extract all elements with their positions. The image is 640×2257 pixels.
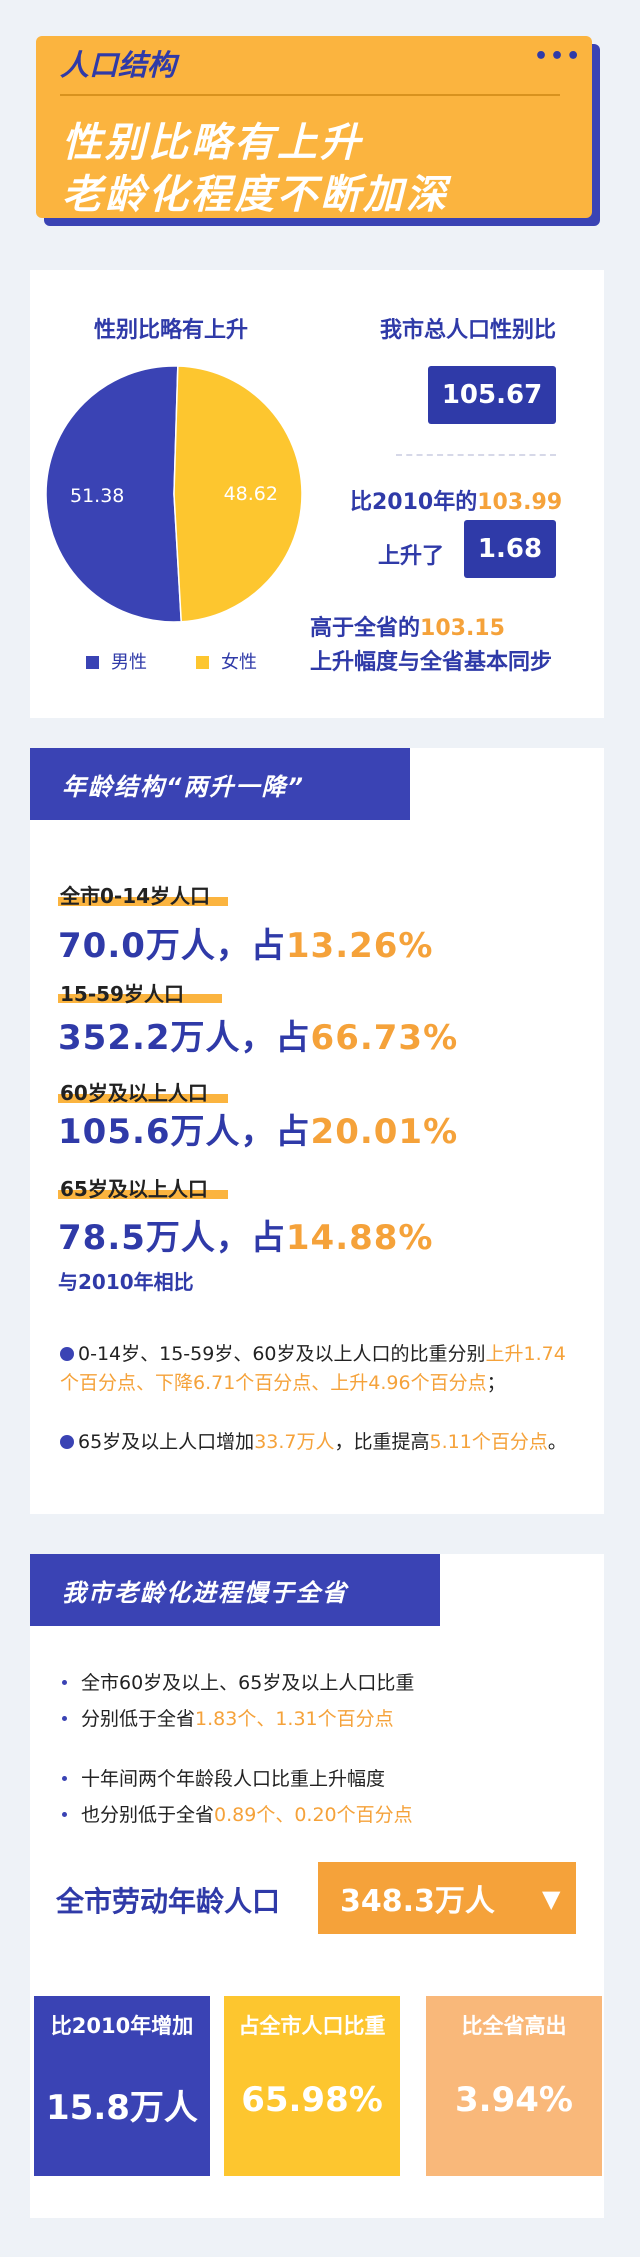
age-group-1-amount: 352.2万人，占 [58,1018,311,1058]
total-ratio-title: 我市总人口性别比 [380,318,557,343]
age-group-1-highlight [58,994,222,1003]
stat-card-higher: 比全省高出 3.94% [426,1996,602,2176]
aging-bullet-1-text: 全市60岁及以上、65岁及以上人口比重 [81,1672,415,1694]
age-group-2-highlight [58,1094,228,1103]
province-note: 上升幅度与全省基本同步 [310,650,553,675]
header-banner [36,36,592,218]
p2-part5: 。 [547,1431,567,1453]
province-prefix: 高于全省的 [310,616,421,641]
pie-label-male: 51.38 [70,485,124,507]
age-group-0-pct: 13.26% [285,926,434,966]
stat-title-increase: 比2010年增加 [50,2014,194,2038]
legend-label-female: 女性 [221,652,257,673]
bullet-dot-icon [62,1776,67,1781]
age-group-1-value: 352.2万人，占66.73% [58,1010,458,1059]
age-group-2-amount: 105.6万人，占 [58,1112,311,1152]
bullet-dot-icon [60,1347,74,1361]
age-group-3-amount: 78.5万人，占 [58,1218,286,1258]
header-title-line1: 性别比略有上升 [62,120,363,166]
stat-card-share: 占全市人口比重 65.98% [224,1996,400,2176]
bullet-dot-icon [62,1680,67,1685]
age-group-3-label: 65岁及以上人口 [60,1177,208,1201]
p1-part3: ； [486,1372,506,1394]
aging-bullet-3-text: 十年间两个年龄段人口比重上升幅度 [81,1768,386,1790]
age-group-3-highlight [58,1190,228,1199]
triangle-down-icon: ▼ [542,1885,561,1913]
compare-paragraph-1: 0-14岁、15-59岁、60岁及以上人口的比重分别上升1.74个百分点、下降6… [60,1340,580,1398]
compare-paragraph-2: 65岁及以上人口增加33.7万人，比重提高5.11个百分点。 [60,1428,580,1457]
age-group-1-pct: 66.73% [310,1018,459,1058]
age-group-2-pct: 20.01% [310,1112,459,1152]
bullet-dot-icon [60,1435,74,1449]
bullet-dot-icon [62,1812,67,1817]
stat-title-higher: 比全省高出 [461,2014,567,2038]
dashed-divider [396,454,556,456]
stat-value-increase: 15.8万人 [46,2088,198,2128]
age-section-title: 年龄结构“两升一降” [30,748,410,820]
pie-slice-male [45,365,183,623]
header-divider [60,94,560,96]
aging-bullet-4-value: 0.89个、0.20个百分点 [214,1804,413,1826]
gender-pie-chart: 51.38 48.62 [45,365,303,623]
compare-2010-value: 103.99 [477,490,563,515]
compare-2010-line: 比2010年的103.99 [350,484,562,516]
header-title-line2: 老龄化程度不断加深 [62,172,449,218]
province-value: 103.15 [420,616,505,641]
p2-part3: ，比重提高 [334,1431,430,1453]
province-line: 高于全省的103.15 [310,610,505,642]
age-group-2-label: 60岁及以上人口 [60,1081,208,1105]
age-group-0-label: 全市0-14岁人口 [60,884,211,908]
pie-title: 性别比略有上升 [94,318,249,343]
rise-prefix: 上升了 [378,544,445,569]
aging-bullet-2-value: 1.83个、1.31个百分点 [195,1708,394,1730]
pie-slice-female [173,365,303,623]
stat-value-higher: 3.94% [455,2080,573,2120]
age-group-3-pct: 14.88% [285,1218,434,1258]
rise-value: 1.68 [464,520,556,578]
legend-female: 女性 [196,648,257,674]
aging-bullet-4-prefix: 也分别低于全省 [81,1804,215,1826]
p2-part4: 5.11个百分点 [429,1431,548,1453]
pie-label-female: 48.62 [224,483,278,505]
age-group-1-label: 15-59岁人口 [60,982,184,1006]
age-card [30,748,604,1514]
header-tag: 人口结构 [60,48,177,82]
p1-part2: 上升1.74个百分点、下降6.71个百分点、上升4.96个百分点 [60,1343,566,1394]
legend-male: 男性 [86,648,147,674]
stat-title-share: 占全市人口比重 [238,2014,386,2038]
aging-bullet-4: 也分别低于全省0.89个、0.20个百分点 [62,1800,413,1827]
stat-value-share: 65.98% [241,2080,383,2120]
aging-bullet-1: 全市60岁及以上、65岁及以上人口比重 [62,1668,414,1695]
age-group-0-highlight [58,897,228,906]
aging-section-title: 我市老龄化进程慢于全省 [30,1554,440,1626]
stat-card-increase: 比2010年增加 15.8万人 [34,1996,210,2176]
p2-part2: 33.7万人 [254,1431,335,1453]
legend-label-male: 男性 [111,652,147,673]
aging-bullet-2-prefix: 分别低于全省 [81,1708,196,1730]
legend-swatch-male [86,656,99,669]
aging-bullet-2: 分别低于全省1.83个、1.31个百分点 [62,1704,394,1731]
total-ratio-value: 105.67 [428,366,556,424]
bullet-dot-icon [62,1716,67,1721]
labor-value-box: 348.3万人 [318,1862,576,1934]
age-group-0-value: 70.0万人，占13.26% [58,918,434,967]
age-group-2-value: 105.6万人，占20.01% [58,1104,458,1153]
labor-value: 348.3万人 [340,1884,495,1919]
labor-label: 全市劳动年龄人口 [56,1885,281,1918]
compare-title: 与2010年相比 [58,1270,194,1294]
compare-2010-prefix: 比2010年的 [350,490,478,515]
p2-part1: 65岁及以上人口增加 [78,1431,255,1453]
age-group-3-value: 78.5万人，占14.88% [58,1210,434,1259]
legend-swatch-female [196,656,209,669]
more-dots-icon: ••• [534,44,583,69]
age-group-0-amount: 70.0万人，占 [58,926,286,966]
p1-part1: 0-14岁、15-59岁、60岁及以上人口的比重分别 [78,1343,486,1365]
aging-bullet-3: 十年间两个年龄段人口比重上升幅度 [62,1764,385,1791]
